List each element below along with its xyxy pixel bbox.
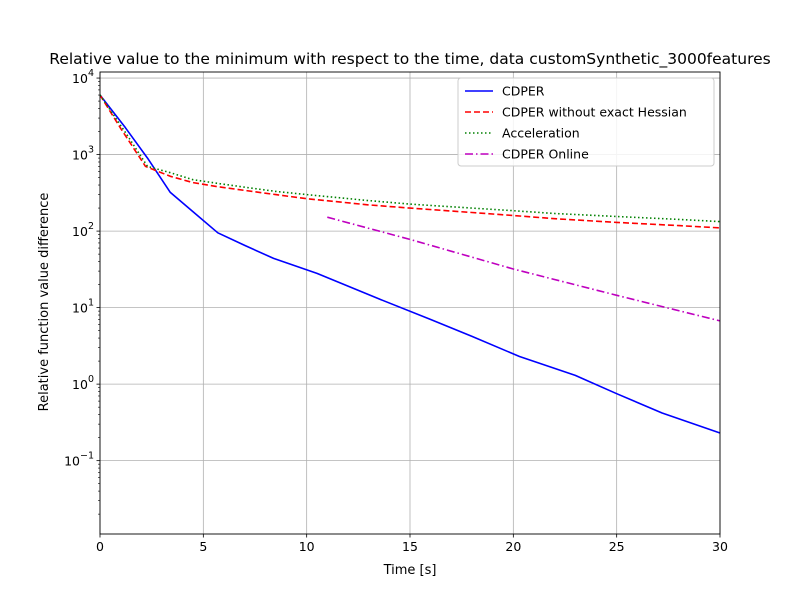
chart-title: Relative value to the minimum with respe… [49,50,770,69]
y-tick-label: 102 [72,221,94,239]
x-tick-label: 10 [299,539,315,554]
y-axis-ticks: 10−1 100 101 102 103 104 [64,68,100,515]
y-tick-label: 104 [72,68,94,86]
series-line-3 [99,94,721,223]
legend-label-4: CDPER Online [502,147,589,162]
legend-label-3: Acceleration [502,126,580,141]
plot-series [99,94,721,434]
legend: CDPER CDPER without exact Hessian Accelera… [457,77,715,167]
y-tick-label: 10−1 [64,451,94,469]
x-tick-label: 25 [609,539,625,554]
legend-box [457,77,715,167]
legend-label-2: CDPER without exact Hessian [502,105,687,120]
x-tick-label: 20 [505,539,521,554]
y-axis-label: Relative function value difference [37,193,52,412]
series-line-2 [99,94,721,229]
x-tick-label: 0 [96,539,104,554]
legend-label-1: CDPER [502,84,545,99]
y-tick-label: 101 [72,298,94,316]
series-line-4 [327,216,721,322]
y-tick-label: 103 [72,145,94,163]
x-axis-label: Time [s] [383,563,437,578]
x-axis-ticks: 0 5 10 15 20 25 30 [96,534,728,554]
y-tick-label: 100 [72,374,94,392]
legend-entries: CDPER CDPER without exact Hessian Accelera… [465,84,687,162]
x-tick-label: 5 [199,539,207,554]
x-tick-label: 30 [712,539,728,554]
x-tick-label: 15 [402,539,418,554]
series-line-1 [99,94,721,434]
